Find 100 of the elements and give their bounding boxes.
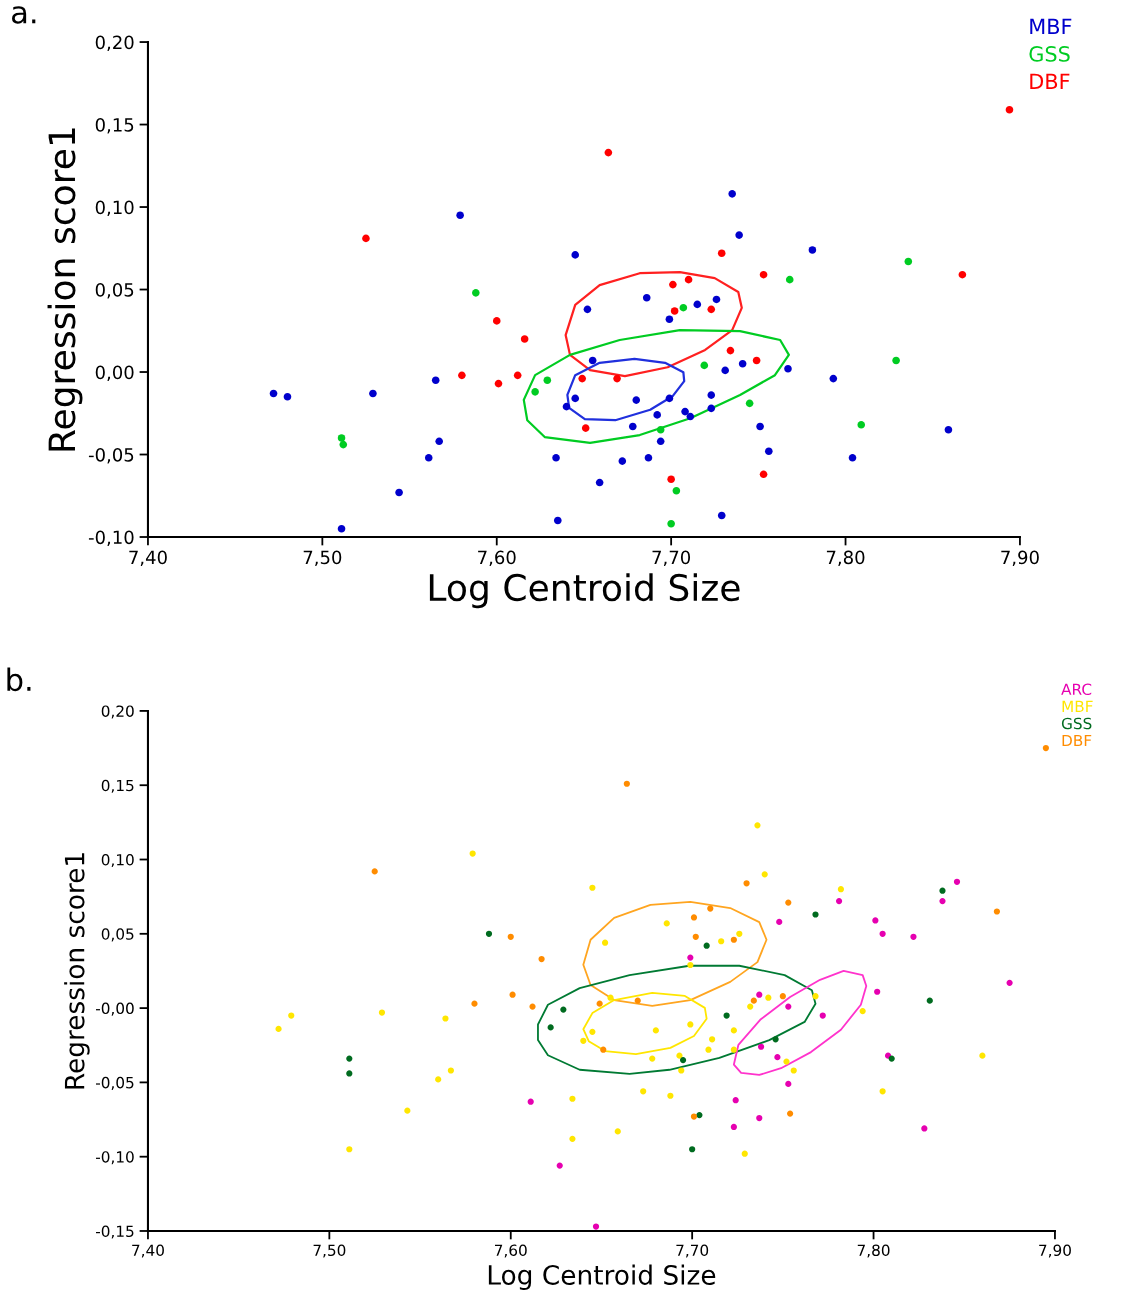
- point: [741, 1150, 748, 1157]
- y-tick-label: 0,20: [95, 35, 134, 52]
- y-tick-label: 0,15: [95, 118, 134, 134]
- point: [667, 1092, 674, 1099]
- point: [607, 994, 614, 1001]
- point: [707, 404, 716, 413]
- point: [784, 364, 792, 373]
- point: [730, 1123, 737, 1131]
- point: [337, 524, 346, 533]
- point: [431, 376, 440, 385]
- point: [595, 478, 604, 487]
- point: [569, 1095, 576, 1102]
- point: [596, 1000, 603, 1007]
- point: [745, 399, 754, 408]
- point: [404, 1107, 411, 1114]
- point: [910, 933, 917, 940]
- point: [275, 1025, 282, 1033]
- point: [507, 933, 514, 940]
- y-tick-label: -0,00: [95, 1002, 134, 1016]
- point: [442, 1015, 449, 1022]
- series-label: DBF: [1030, 73, 1070, 89]
- point: [747, 1003, 754, 1010]
- point: [472, 289, 480, 297]
- point: [580, 1037, 587, 1044]
- point: [578, 374, 586, 383]
- point: [837, 886, 844, 893]
- point: [634, 997, 641, 1004]
- point: [665, 394, 674, 403]
- point: [632, 396, 641, 404]
- point: [681, 407, 689, 416]
- point: [656, 425, 665, 434]
- point: [569, 1135, 576, 1142]
- point: [543, 376, 552, 385]
- point: [686, 412, 695, 421]
- point: [857, 421, 866, 429]
- point: [571, 394, 580, 403]
- point: [667, 475, 675, 484]
- point: [958, 270, 967, 279]
- x-tick-label: 7,40: [132, 1244, 164, 1258]
- point: [687, 961, 694, 969]
- point: [552, 454, 560, 462]
- point: [979, 1052, 986, 1059]
- point: [653, 411, 661, 419]
- point: [752, 356, 761, 365]
- point: [604, 148, 613, 157]
- text: a.: [12, 6, 36, 24]
- point: [583, 305, 592, 314]
- point: [1005, 105, 1014, 114]
- point: [652, 1027, 659, 1034]
- point: [785, 1080, 792, 1087]
- point: [346, 1070, 353, 1077]
- point: [776, 918, 783, 926]
- point: [687, 1021, 694, 1028]
- point: [819, 1012, 826, 1019]
- point: [337, 434, 346, 442]
- x-axis-title: Log Centroid Size: [429, 573, 740, 609]
- y-axis-title: Regression score1: [64, 853, 90, 1089]
- point: [692, 933, 699, 940]
- series-label: DBF: [1062, 734, 1092, 747]
- point: [538, 955, 545, 963]
- point: [529, 1003, 536, 1010]
- point: [709, 1036, 716, 1043]
- point: [879, 930, 886, 937]
- point: [667, 520, 675, 528]
- point: [754, 822, 761, 829]
- point: [756, 991, 763, 998]
- point: [679, 303, 688, 312]
- point: [726, 346, 735, 355]
- point: [369, 389, 377, 398]
- point: [435, 437, 443, 446]
- point: [829, 374, 838, 383]
- point: [812, 911, 819, 918]
- point: [492, 317, 501, 325]
- point: [644, 454, 653, 462]
- y-tick-label: 0,00: [95, 365, 134, 381]
- y-tick-label: -0,15: [95, 1225, 134, 1239]
- point: [756, 1114, 763, 1122]
- point: [339, 440, 348, 449]
- point: [892, 356, 900, 365]
- point: [953, 878, 961, 885]
- point: [872, 917, 879, 924]
- point: [513, 371, 522, 380]
- point: [346, 1055, 353, 1062]
- y-tick-label: -0,05: [88, 447, 134, 464]
- x-tick-label: 7,60: [478, 550, 516, 567]
- y-tick-label: 0,10: [95, 200, 134, 216]
- point: [707, 305, 716, 314]
- point: [371, 868, 378, 875]
- point: [944, 425, 953, 434]
- point: [759, 470, 768, 479]
- point: [707, 391, 716, 399]
- point: [774, 1054, 781, 1061]
- point: [717, 511, 726, 520]
- point: [346, 1146, 353, 1153]
- point: [756, 422, 764, 431]
- point: [785, 275, 794, 284]
- point: [750, 997, 757, 1004]
- y-tick-label: 0,10: [101, 853, 134, 868]
- point: [757, 1043, 765, 1050]
- text: MBF: [1030, 18, 1072, 35]
